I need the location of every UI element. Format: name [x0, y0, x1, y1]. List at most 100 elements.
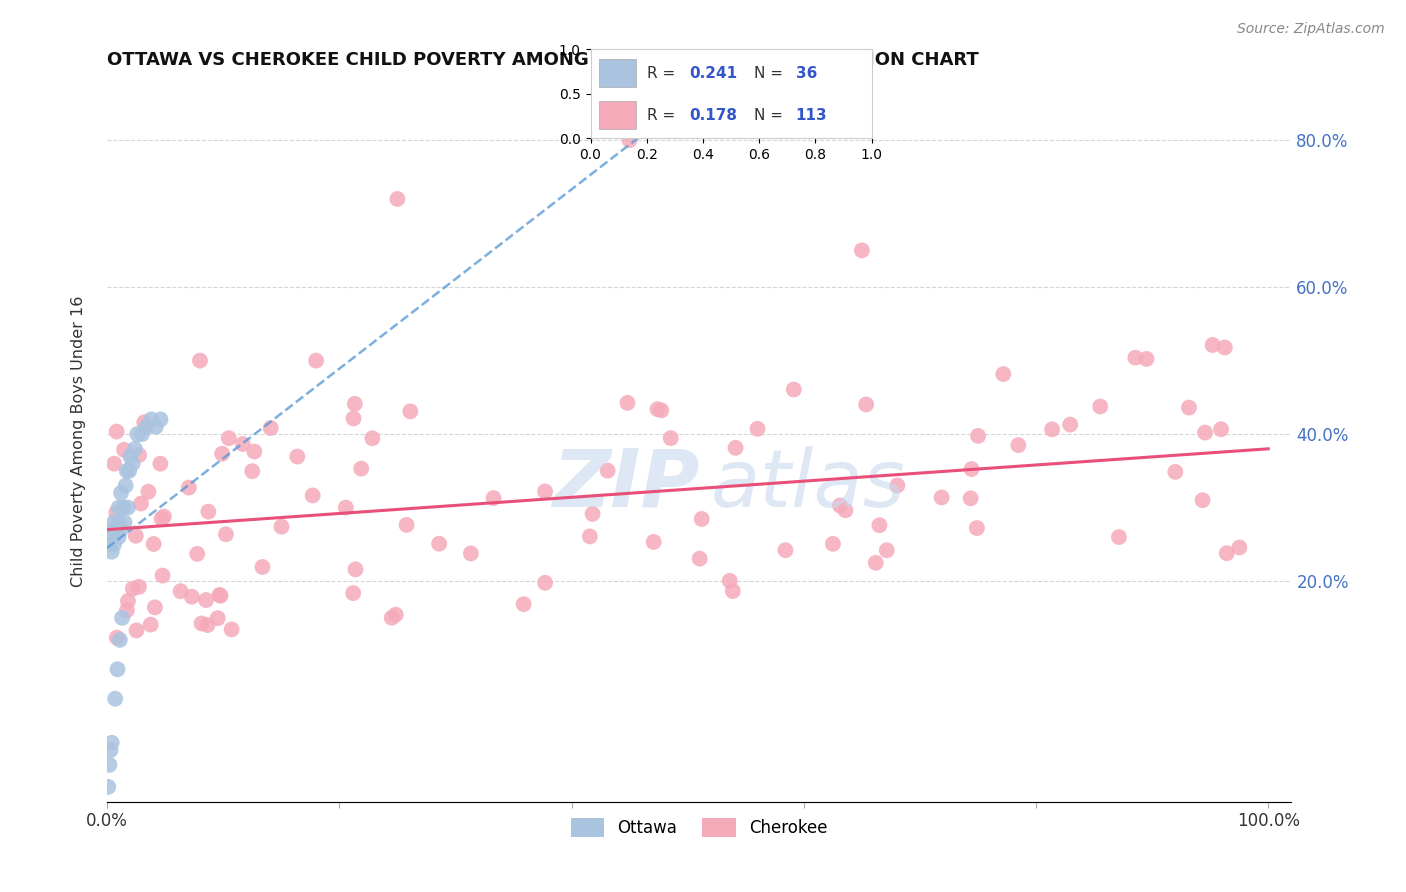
Point: [381, 611, 404, 625]
Point: [125, 529, 148, 543]
Point: [1201, 338, 1223, 352]
Text: N =: N =: [754, 66, 787, 80]
Text: N =: N =: [754, 108, 787, 122]
Point: [395, 517, 418, 532]
Point: [138, 484, 160, 499]
Point: [967, 429, 990, 443]
Point: [107, 500, 129, 515]
Point: [1227, 541, 1250, 555]
Point: [207, 611, 229, 625]
Point: [1178, 401, 1201, 415]
Point: [125, 624, 148, 638]
Point: [821, 537, 844, 551]
Point: [689, 551, 711, 566]
Text: 36: 36: [796, 66, 817, 80]
Point: [993, 367, 1015, 381]
Point: [145, 419, 167, 434]
Point: [100, 736, 122, 750]
Text: OTTAWA VS CHEROKEE CHILD POVERTY AMONG BOYS UNDER 16 CORRELATION CHART: OTTAWA VS CHEROKEE CHILD POVERTY AMONG B…: [107, 51, 979, 69]
Point: [834, 503, 856, 517]
Point: [1215, 546, 1237, 560]
Point: [305, 353, 328, 368]
Point: [855, 397, 877, 411]
Point: [105, 631, 128, 645]
Point: [211, 447, 233, 461]
Point: [243, 444, 266, 458]
Point: [534, 484, 557, 499]
Point: [108, 632, 131, 647]
Point: [98, 757, 121, 772]
Text: 0.178: 0.178: [689, 108, 737, 122]
Point: [1090, 400, 1112, 414]
Point: [188, 353, 211, 368]
Legend: Ottawa, Cherokee: Ottawa, Cherokee: [564, 811, 834, 844]
Point: [252, 560, 274, 574]
Point: [129, 496, 152, 510]
Point: [240, 464, 263, 478]
FancyBboxPatch shape: [599, 101, 636, 129]
Point: [1059, 417, 1081, 432]
Point: [139, 617, 162, 632]
Point: [195, 593, 218, 607]
Point: [301, 488, 323, 502]
Point: [1007, 438, 1029, 452]
Point: [186, 547, 208, 561]
Point: [966, 521, 988, 535]
Point: [783, 383, 806, 397]
Point: [104, 691, 127, 706]
Point: [105, 523, 128, 537]
Point: [218, 431, 240, 445]
Point: [1191, 493, 1213, 508]
Point: [886, 478, 908, 492]
Point: [1108, 530, 1130, 544]
Point: [197, 618, 219, 632]
Point: [209, 589, 232, 603]
Point: [959, 491, 981, 506]
Point: [215, 527, 238, 541]
Point: [112, 500, 135, 515]
Text: ZIP: ZIP: [553, 446, 699, 524]
Point: [285, 450, 308, 464]
Point: [868, 518, 890, 533]
Point: [1164, 465, 1187, 479]
Point: [180, 590, 202, 604]
Point: [149, 457, 172, 471]
Point: [103, 537, 125, 551]
Point: [650, 403, 672, 417]
Point: [115, 464, 138, 478]
Point: [931, 491, 953, 505]
Point: [112, 442, 135, 457]
Point: [724, 441, 747, 455]
Point: [190, 616, 212, 631]
Y-axis label: Child Poverty Among Boys Under 16: Child Poverty Among Boys Under 16: [72, 296, 86, 587]
Text: 113: 113: [796, 108, 827, 122]
Point: [221, 623, 243, 637]
Point: [343, 397, 366, 411]
Point: [350, 461, 373, 475]
Point: [107, 516, 129, 530]
Point: [121, 457, 143, 471]
Point: [361, 431, 384, 445]
Point: [721, 584, 744, 599]
Point: [344, 562, 367, 576]
Point: [100, 544, 122, 558]
Point: [1123, 351, 1146, 365]
Point: [534, 575, 557, 590]
Point: [128, 580, 150, 594]
Point: [105, 506, 128, 520]
Point: [581, 507, 603, 521]
Point: [1040, 422, 1063, 436]
Text: Source: ZipAtlas.com: Source: ZipAtlas.com: [1237, 22, 1385, 37]
Point: [131, 427, 153, 442]
Point: [876, 543, 898, 558]
Point: [335, 500, 357, 515]
Point: [619, 133, 641, 147]
Point: [97, 780, 120, 794]
Point: [117, 594, 139, 608]
Point: [482, 491, 505, 505]
Point: [107, 530, 129, 544]
Point: [111, 611, 134, 625]
Point: [399, 404, 422, 418]
Point: [647, 402, 669, 417]
Point: [643, 535, 665, 549]
